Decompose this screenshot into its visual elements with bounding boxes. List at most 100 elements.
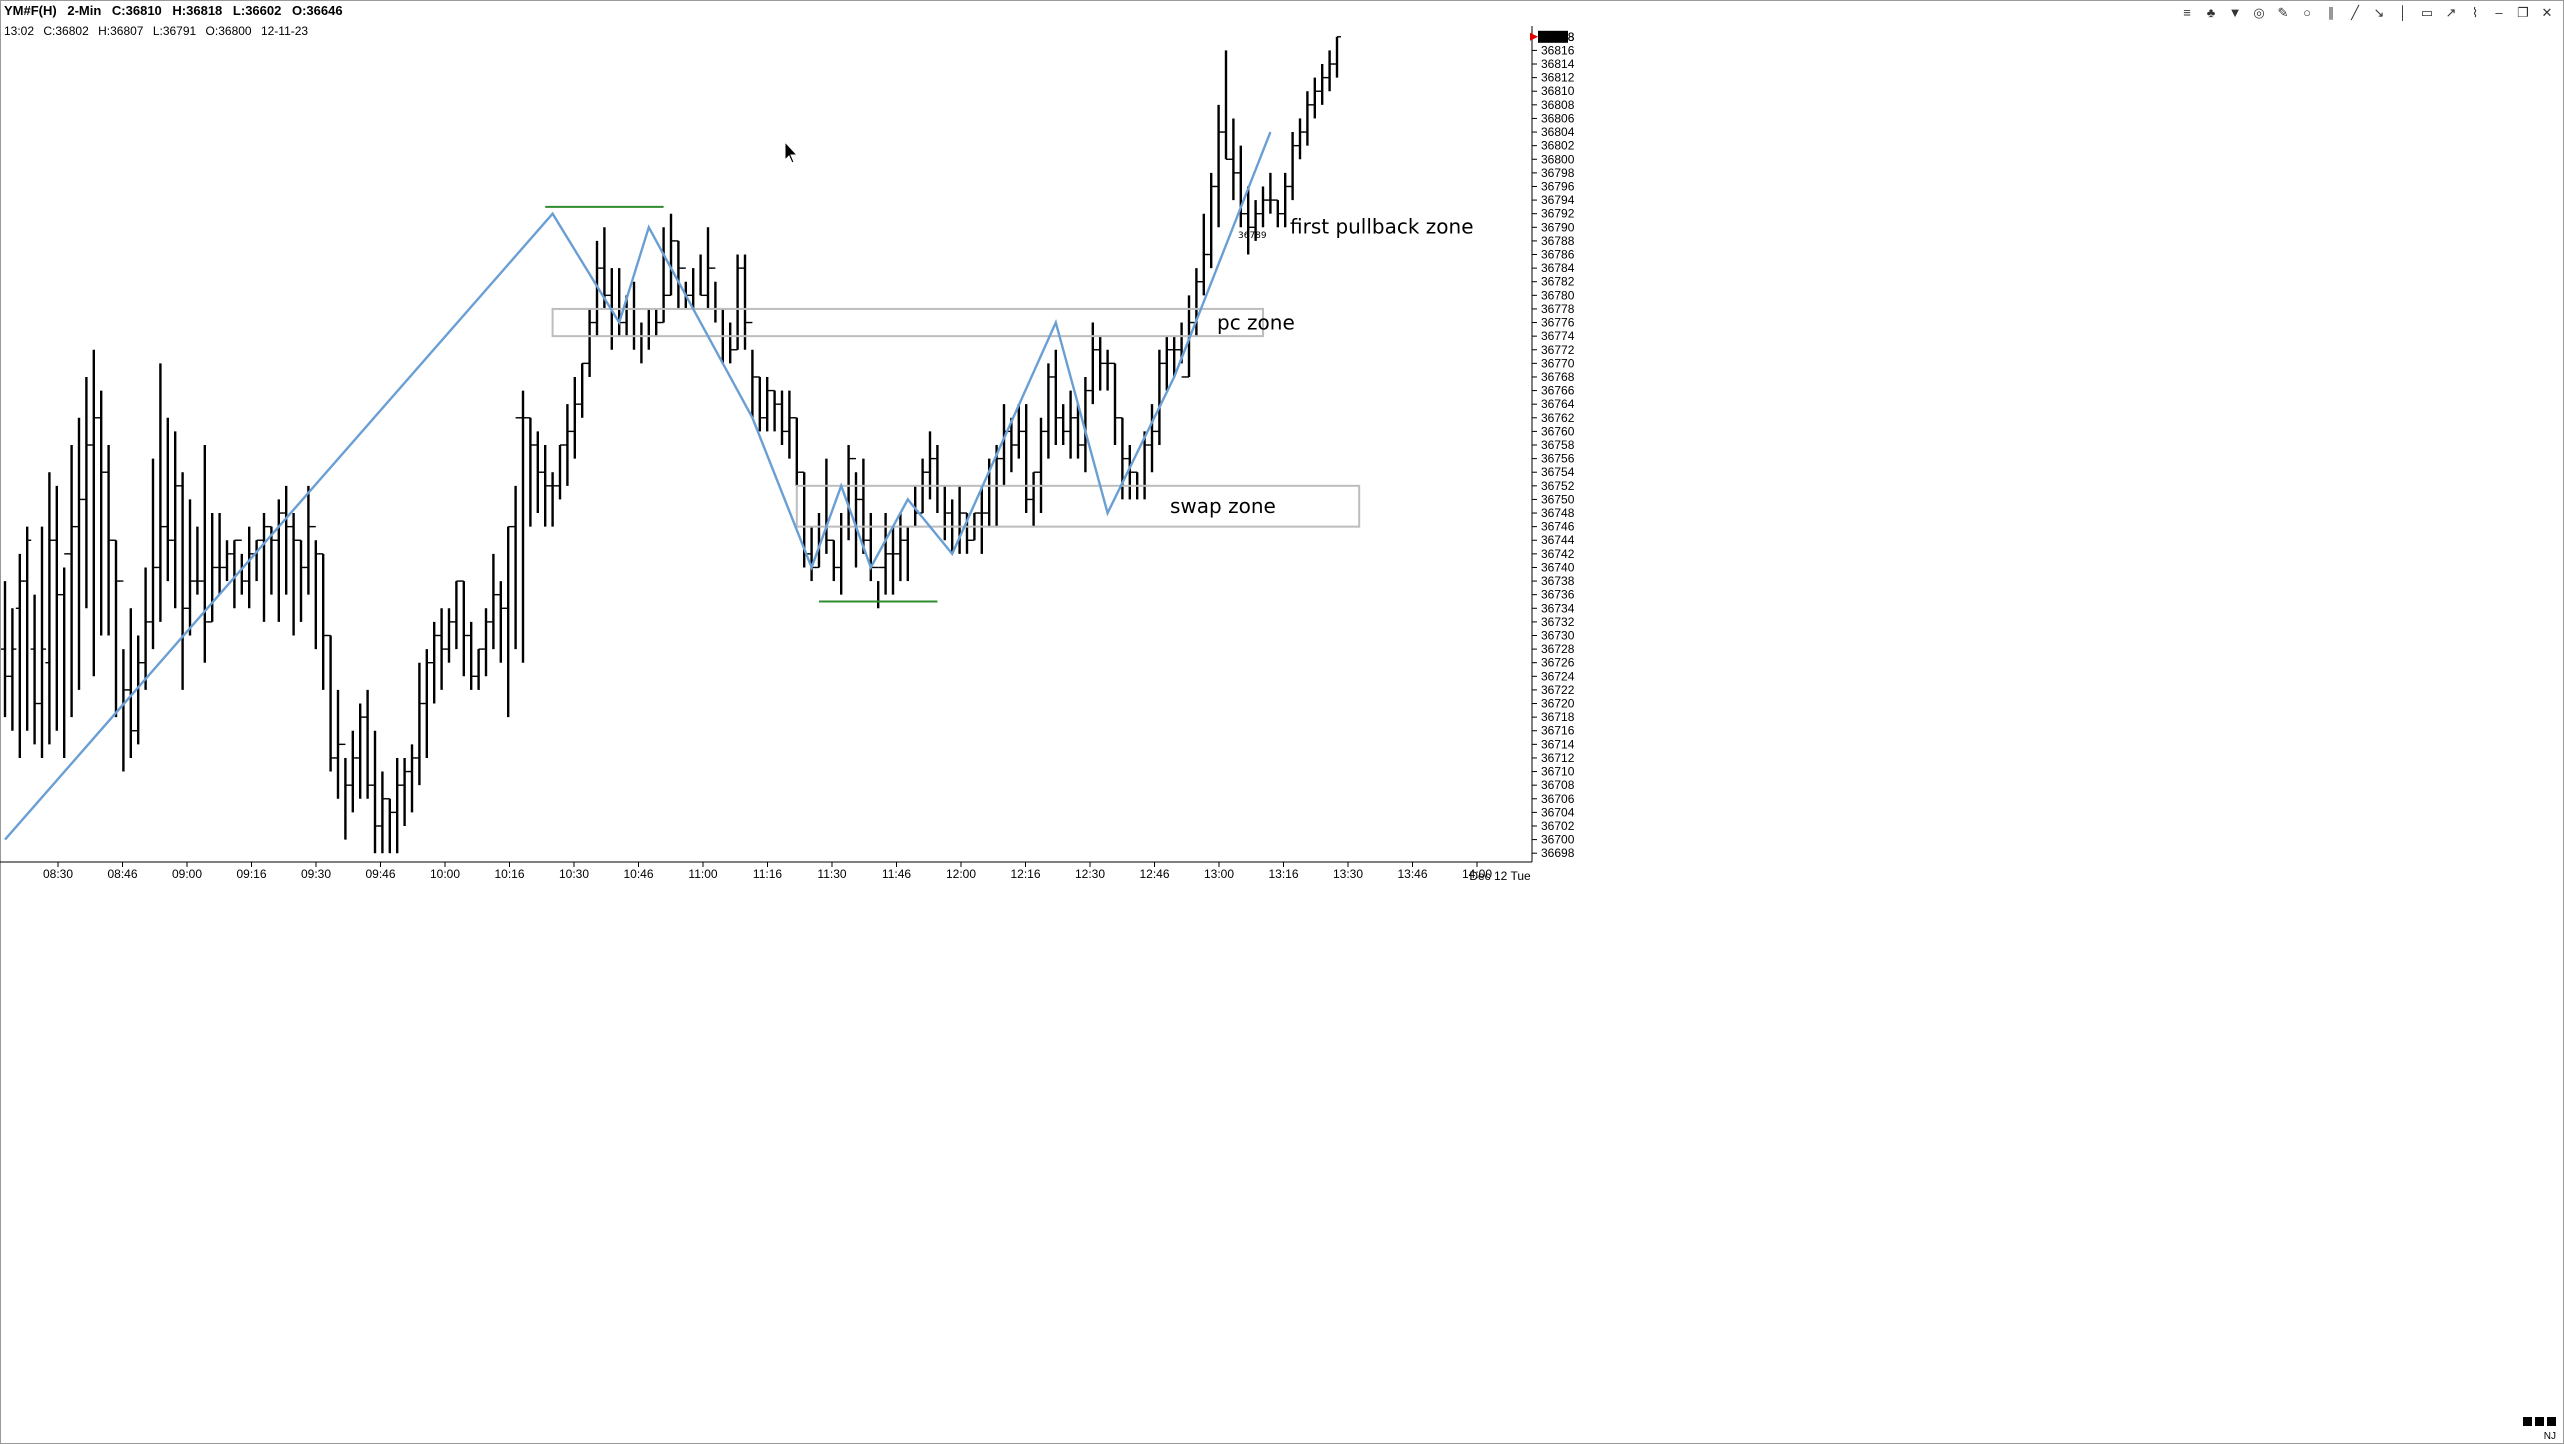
ohlc-bar [807, 526, 816, 582]
time-tick-label: 13:30 [1333, 867, 1363, 881]
ohlc-bar [267, 525, 276, 595]
ohlc-bar [519, 390, 527, 663]
ohlc-bar [822, 458, 831, 554]
ohlc-bar [104, 445, 113, 636]
high-value: H:36818 [172, 3, 223, 18]
corner-controls [2523, 1417, 2556, 1426]
restore-icon[interactable]: ❐ [2517, 5, 2529, 20]
ohlc-bar [1333, 36, 1341, 78]
ohlc-bar [1251, 200, 1260, 241]
ohlc-bar [903, 525, 912, 582]
zigzag-icon[interactable]: ⌇ [2471, 5, 2479, 20]
close-icon[interactable]: ✕ [2541, 5, 2553, 20]
ohlc-bar [600, 227, 609, 309]
drawing-toolbar: ≡ ♣ ▼ ◎ ✎ ○ ∥ ╱ ↘ │ ▭ ↗ ⌇ – ❐ ✕ [2178, 4, 2556, 22]
ohlc-bar [45, 472, 54, 745]
ohlc-bar [644, 308, 653, 350]
arrow-down-icon[interactable]: ▼ [2228, 5, 2242, 20]
ohlc-bar [1199, 213, 1208, 296]
price-axis[interactable]: 3669836700367023670436706367083671036712… [1530, 30, 1575, 860]
price-tick-label: 36744 [1541, 533, 1575, 547]
corner-square-icon[interactable] [2535, 1417, 2544, 1426]
target-icon[interactable]: ◎ [2253, 5, 2265, 20]
symbol: YM#F(H) [4, 3, 57, 18]
price-tick-label: 36714 [1541, 737, 1575, 751]
ohlc-bar [511, 417, 520, 650]
ohlc-bar [1155, 349, 1164, 445]
price-tick-label: 36776 [1541, 316, 1575, 330]
ohlc-bar [1318, 64, 1327, 105]
ohlc-bar [741, 254, 749, 350]
cursor-bar-info: 13:02 C:36802 H:36807 L:36791 O:36800 12… [4, 24, 314, 38]
corner-square-icon[interactable] [2523, 1417, 2532, 1426]
price-tick-label: 36718 [1541, 710, 1575, 724]
minimize-icon[interactable]: – [2495, 5, 2503, 20]
ohlc-bar [186, 499, 194, 636]
ohlc-bar [363, 689, 372, 799]
price-tick-label: 36760 [1541, 424, 1575, 438]
parallel-lines-icon[interactable]: ∥ [2327, 5, 2335, 20]
ohlc-bar [274, 499, 283, 622]
ray-icon[interactable]: ↘ [2373, 5, 2385, 20]
ohlc-bar [282, 485, 291, 595]
price-tick-label: 36726 [1541, 656, 1575, 670]
ohlc-bar [667, 213, 675, 297]
corner-square-icon[interactable] [2547, 1417, 2556, 1426]
zone-rectangle[interactable] [551, 307, 1264, 338]
ohlc-bar [119, 580, 128, 772]
ohlc-bar [563, 404, 572, 486]
ohlc-bar [1170, 336, 1179, 377]
ohlc-bar [141, 567, 150, 690]
ohlc-bar [385, 798, 394, 854]
price-tick-label: 36752 [1541, 479, 1575, 493]
ohlc-bar [1103, 349, 1112, 391]
ohlc-bar [874, 566, 883, 609]
ohlc-bar [1259, 186, 1267, 228]
price-tick-label: 36704 [1541, 805, 1575, 819]
pencil-icon[interactable]: ✎ [2277, 5, 2289, 20]
bar-close: C:36802 [43, 24, 89, 38]
ohlc-bar [334, 689, 342, 799]
ohlc-bar [178, 472, 187, 690]
rectangle-icon[interactable]: ▭ [2420, 5, 2434, 20]
bar-low: L:36791 [152, 24, 197, 38]
ohlc-bar [533, 431, 542, 514]
ohlc-bar [1207, 172, 1216, 269]
time-tick-label: 10:46 [623, 867, 653, 881]
ohlc-bar [430, 621, 439, 704]
time-tick-label: 08:46 [107, 867, 137, 881]
price-tick-label: 36706 [1541, 792, 1575, 806]
price-tick-label: 36750 [1541, 492, 1575, 506]
ohlc-bar [230, 539, 239, 609]
ohlc-bar [1222, 50, 1230, 160]
trend-line-icon[interactable]: ╱ [2351, 5, 2359, 20]
price-tick-label: 36800 [1541, 152, 1575, 166]
tree-icon[interactable]: ♣ [2206, 5, 2216, 20]
ohlc-bar [1244, 186, 1253, 255]
ohlc-bar [785, 390, 794, 459]
ohlc-bar [637, 322, 646, 364]
time-axis[interactable]: 08:30 08:46 09:00 09:16 09:30 09:46 10:00 10:16… [43, 862, 1531, 883]
ohlc-bar [496, 581, 505, 663]
price-tick-label: 36702 [1541, 819, 1575, 833]
ohlc-bar [933, 445, 942, 514]
ohlc-bar [1229, 118, 1238, 201]
ohlc-bar [630, 281, 638, 350]
ohlc-bar [260, 513, 268, 622]
bar-time: 13:02 [4, 24, 35, 38]
arrow-icon[interactable]: ↗ [2445, 5, 2457, 20]
ohlc-bar [67, 445, 76, 718]
ohlc-bar [755, 376, 764, 432]
price-tick-label: 36746 [1541, 520, 1575, 534]
vertical-line-icon[interactable]: │ [2398, 5, 2408, 20]
stack-icon[interactable]: ≡ [2183, 5, 2191, 20]
ohlc-bar [223, 540, 231, 582]
price-tick-label: 36796 [1541, 179, 1575, 193]
time-tick-label: 12:30 [1075, 867, 1105, 881]
zone-rectangle[interactable] [795, 484, 1361, 528]
circle-icon[interactable]: ○ [2303, 5, 2311, 20]
ohlc-bar [1325, 50, 1334, 92]
last-price-arrow-icon [1530, 32, 1538, 41]
price-tick-label: 36816 [1541, 43, 1575, 57]
